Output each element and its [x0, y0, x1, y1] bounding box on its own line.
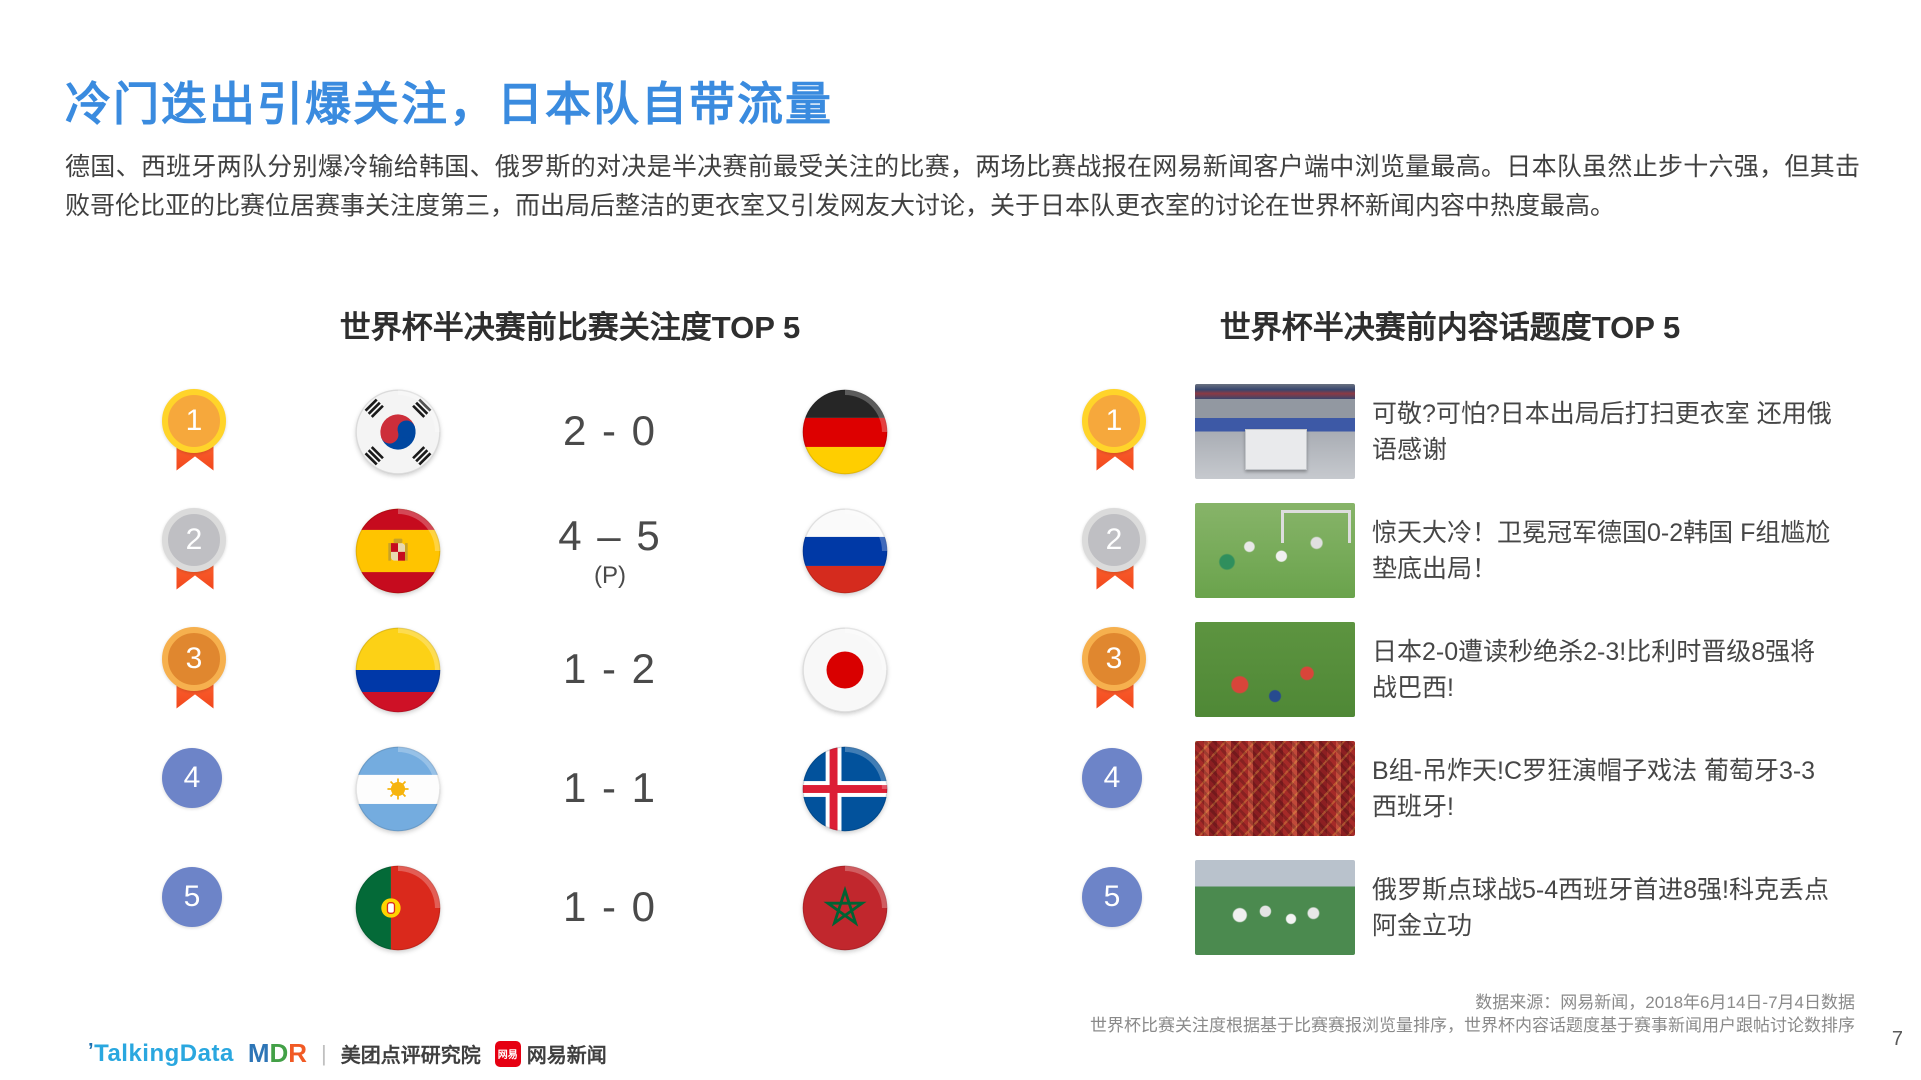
- japan-locker-room-photo: [1195, 384, 1355, 479]
- rank-number: 4: [162, 747, 222, 808]
- rank-4-badge: 4: [1082, 746, 1148, 832]
- netease-news-logo: 网易 网易新闻: [494, 1039, 607, 1068]
- rank-number: 3: [1082, 626, 1146, 691]
- match-row-4: 4 1 - 1: [90, 729, 965, 848]
- rank-3-medal-icon: 3: [1082, 626, 1148, 713]
- match-attention-list: 1 2 - 0 2: [90, 372, 965, 967]
- right-panel-title: 世界杯半决赛前内容话题度TOP 5: [1219, 310, 1681, 345]
- news-headline: B组-吊炸天!C罗狂演帽子戏法 葡萄牙3-3西班牙!: [1372, 756, 1816, 821]
- rank-number: 5: [1082, 866, 1142, 927]
- flag-morocco-icon: [801, 864, 889, 952]
- match-row-1: 1 2 - 0: [90, 372, 965, 491]
- left-panel-title: 世界杯半决赛前比赛关注度TOP 5: [339, 310, 801, 345]
- rank-1-medal-icon: 1: [162, 388, 228, 475]
- flag-portugal-icon: [354, 864, 442, 952]
- match-row-5: 5 1 - 0: [90, 848, 965, 967]
- rank-number: 2: [162, 507, 226, 572]
- rank-2-medal-icon: 2: [162, 507, 228, 594]
- rank-number: 5: [162, 866, 222, 927]
- data-source-line1: 数据来源：网易新闻，2018年6月14日-7月4日数据: [1475, 993, 1855, 1012]
- rank-5-badge: 5: [162, 865, 228, 951]
- news-headline: 可敬?可怕?日本出局后打扫更衣室 还用俄语感谢: [1372, 399, 1832, 464]
- news-headline: 日本2-0遭读秒绝杀2-3!比利时晋级8强将战巴西!: [1372, 637, 1816, 702]
- flag-south-korea-icon: [354, 388, 442, 476]
- flag-argentina-icon: [354, 745, 442, 833]
- match-row-2: 2 4 – 5 (P): [90, 491, 965, 610]
- rank-number: 2: [1082, 507, 1146, 572]
- russia-celebration-photo: [1195, 860, 1355, 955]
- news-headline: 俄罗斯点球战5-4西班牙首进8强!科克丢点阿金立功: [1372, 875, 1829, 940]
- rank-number: 3: [162, 626, 226, 691]
- rank-1-medal-icon: 1: [1082, 388, 1148, 475]
- data-source-line2: 世界杯比赛关注度根据基于比赛赛报浏览量排序，世界杯内容话题度基于赛事新闻用户跟帖…: [1090, 1016, 1855, 1035]
- intro-paragraph: 德国、西班牙两队分别爆冷输给韩国、俄罗斯的对决是半决赛前最受关注的比赛，两场比赛…: [65, 153, 1860, 220]
- rank-number: 1: [162, 388, 226, 453]
- topic-row-3: 3 日本2-0遭读秒绝杀2-3!比利时晋级8强将战巴西!: [1040, 610, 1840, 729]
- topic-row-4: 4 B组-吊炸天!C罗狂演帽子戏法 葡萄牙3-3西班牙!: [1040, 729, 1840, 848]
- germany-korea-match-photo: [1195, 503, 1355, 598]
- news-headline: 惊天大冷！卫冕冠军德国0-2韩国 F组尴尬垫底出局！: [1372, 518, 1831, 583]
- mdr-logo: MDR: [247, 1038, 308, 1068]
- portugal-fans-crowd-photo: [1195, 741, 1355, 836]
- topic-row-5: 5 俄罗斯点球战5-4西班牙首进8强!科克丢点阿金立功: [1040, 848, 1840, 967]
- score-note: (P): [594, 561, 626, 589]
- match-score: 1 - 1: [562, 763, 658, 811]
- flag-colombia-icon: [354, 626, 442, 714]
- flag-iceland-icon: [801, 745, 889, 833]
- match-score: 4 – 5: [558, 511, 662, 559]
- rank-4-badge: 4: [162, 746, 228, 832]
- topic-row-2: 2 惊天大冷！卫冕冠军德国0-2韩国 F组尴尬垫底出局！: [1040, 491, 1840, 610]
- talkingdata-tick-icon: ’: [88, 1039, 95, 1062]
- flag-spain-icon: [354, 507, 442, 595]
- rank-number: 4: [1082, 747, 1142, 808]
- netease-badge-icon: 网易: [494, 1040, 521, 1067]
- page-number: 7: [1891, 1028, 1903, 1050]
- match-score: 1 - 2: [562, 644, 658, 692]
- rank-3-medal-icon: 3: [162, 626, 228, 713]
- meituan-dianping-institute-label: 美团点评研究院: [340, 1045, 481, 1067]
- talkingdata-logo: ’TalkingData: [88, 1039, 234, 1067]
- match-score: 1 - 0: [562, 882, 658, 930]
- footer-logos: ’TalkingData MDR | 美团点评研究院 网易 网易新闻: [88, 1038, 607, 1069]
- rank-5-badge: 5: [1082, 865, 1148, 951]
- page-title: 冷门迭出引爆关注，日本队自带流量: [65, 78, 833, 130]
- japan-belgium-match-photo: [1195, 622, 1355, 717]
- flag-japan-icon: [801, 626, 889, 714]
- content-topic-list: 1 可敬?可怕?日本出局后打扫更衣室 还用俄语感谢 2 惊天大冷！卫冕冠军德国0…: [1040, 372, 1840, 967]
- rank-number: 1: [1082, 388, 1146, 453]
- rank-2-medal-icon: 2: [1082, 507, 1148, 594]
- match-row-3: 3 1 - 2: [90, 610, 965, 729]
- netease-news-label: 网易新闻: [526, 1045, 607, 1067]
- match-score: 2 - 0: [562, 406, 658, 454]
- logo-divider: |: [321, 1040, 327, 1066]
- topic-row-1: 1 可敬?可怕?日本出局后打扫更衣室 还用俄语感谢: [1040, 372, 1840, 491]
- flag-russia-icon: [801, 507, 889, 595]
- flag-germany-icon: [801, 388, 889, 476]
